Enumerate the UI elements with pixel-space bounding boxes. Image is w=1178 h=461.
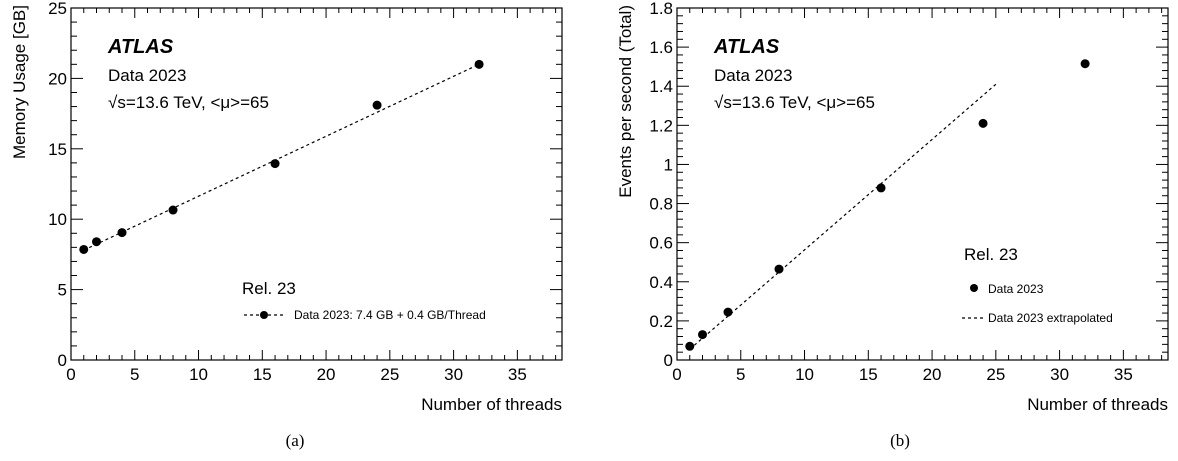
panel-b-legend-label-fit: Data 2023 extrapolated [988,311,1113,325]
panel-b-legend-marker-swatch [970,284,978,292]
panel-b-data-point [685,341,695,351]
panel-a-info-line-1: Data 2023 [108,66,186,85]
panel-a-legend-marker-swatch [260,311,268,319]
panel-b-data-point [978,118,988,128]
panel-a-data-point [168,205,178,215]
panel-a-y-tick-label: 25 [48,0,67,18]
panel-b-y-tick-label: 1.6 [649,38,673,57]
panel-a-y-tick-label: 0 [58,351,67,370]
panel-b-atlas-label: ATLAS [713,36,780,58]
panel-b-y-tick-label: 0.2 [649,312,673,331]
panel-b-y-tick-label: 0.4 [649,273,673,292]
panel-a-legend-entry: Data 2023: 7.4 GB + 0.4 GB/Thread [244,308,486,322]
panel-b-x-tick-label: 0 [672,365,681,384]
panel-b-x-tick-label: 10 [795,365,814,384]
panel-b-y-tick-label: 0.8 [649,195,673,214]
panel-b-x-tick-label: 15 [859,365,878,384]
panel-a-legend-label: Data 2023: 7.4 GB + 0.4 GB/Thread [294,308,486,322]
panel-b-legend-label-data: Data 2023 [988,282,1044,296]
panel-b-data-point [1080,59,1090,69]
panel-b-y-tick-label: 0.6 [649,234,673,253]
panel-a-data-point [92,237,102,247]
panel-b-axes: 0 5 10 15 20 25 30 35 0 0.2 0.4 0.6 0.8 1 1.2 1.4 1.6 1.8 [649,0,1169,384]
panel-a-x-tick-label: 15 [253,365,272,384]
panel-b-y-tick-label: 1.2 [649,116,673,135]
panel-a-plot-frame [70,7,563,361]
panel-a-data-point [270,159,280,169]
panel-a-info-line-2: √s=13.6 TeV, <μ>=65 [108,93,269,112]
panel-a-y-tick-label: 5 [58,281,67,300]
panel-a-x-tick-label: 20 [317,365,336,384]
panel-a-data-point [117,228,127,238]
panel-b-plot-frame [676,7,1169,361]
panel-b-info-line-1: Data 2023 [714,66,792,85]
panel-b-x-axis-title: Number of threads [1027,395,1168,414]
panel-a-x-tick-label: 5 [130,365,139,384]
panel-a-fit-line [83,63,480,251]
panel-a-x-tick-label: 25 [380,365,399,384]
panel-a-x-axis-title: Number of threads [421,395,562,414]
panel-b-y-tick-label: 1 [664,155,673,174]
panel-b-legend-title: Rel. 23 [964,245,1018,264]
panel-b-fit-line [689,83,997,350]
panel-b-caption: (b) [890,431,910,450]
panel-b-x-tick-label: 35 [1114,365,1133,384]
panel-b-legend-entry-fit: Data 2023 extrapolated [962,311,1113,325]
panel-a-data-point [474,59,484,69]
panel-a-data-point [372,100,382,110]
panel-b-events-per-second: 0 5 10 15 20 25 30 35 0 0.2 0.4 0.6 0.8 1 1.2 1.4 1.6 1.8… [616,0,1169,450]
panel-b-data-point [876,183,886,193]
panel-b-x-tick-label: 5 [736,365,745,384]
panel-a-legend-title: Rel. 23 [242,279,296,298]
panel-b-x-tick-label: 25 [986,365,1005,384]
panel-a-axes: 0 5 10 15 20 25 30 35 0 5 10 15 20 25 [48,0,563,384]
panel-a-y-tick-label: 10 [48,210,67,229]
panel-a-y-tick-label: 15 [48,140,67,159]
panel-b-y-tick-label: 1.4 [649,77,673,96]
panel-a-caption: (a) [286,431,305,450]
panel-a-x-tick-label: 35 [508,365,527,384]
panel-b-y-tick-label: 0 [664,351,673,370]
panel-b-y-axis-title: Events per second (Total) [616,5,635,198]
panel-a-atlas-label: ATLAS [107,36,174,58]
panel-a-y-tick-label: 20 [48,69,67,88]
panel-a-data-point [79,244,89,254]
panel-b-y-tick-label: 1.8 [649,0,673,18]
panel-b-x-tick-label: 30 [1050,365,1069,384]
panel-b-info-line-2: √s=13.6 TeV, <μ>=65 [714,93,875,112]
panel-b-data-point [774,264,784,274]
panel-a-x-tick-label: 0 [66,365,75,384]
panel-a-x-tick-label: 30 [444,365,463,384]
panel-b-legend-entry-data: Data 2023 [970,282,1044,296]
panel-a-y-axis-title: Memory Usage [GB] [10,5,29,159]
panel-a-memory-usage: 0 5 10 15 20 25 30 35 0 5 10 15 20 25 ATLAS Data 2023… [10,0,563,450]
panel-b-data-point [723,307,733,317]
panel-a-x-tick-label: 10 [189,365,208,384]
panel-b-data-point [698,330,708,340]
panel-b-x-tick-label: 20 [923,365,942,384]
